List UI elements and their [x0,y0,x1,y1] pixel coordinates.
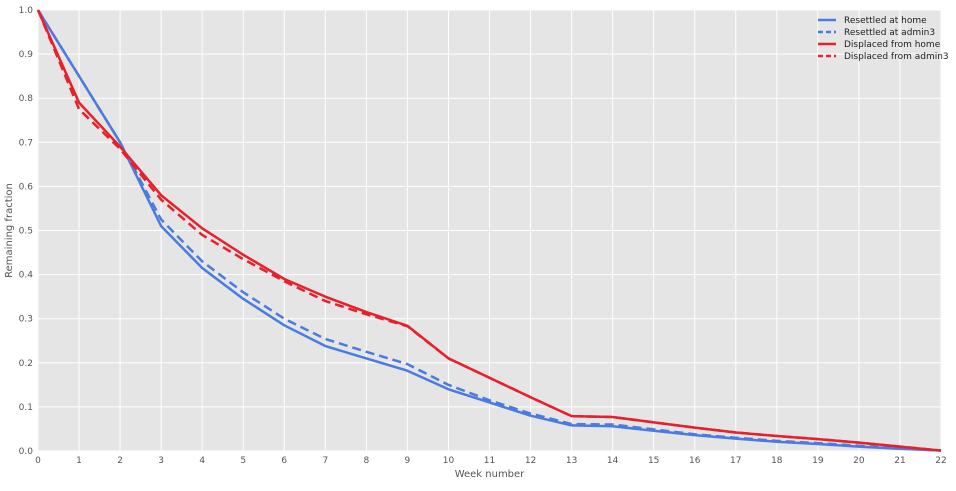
grid-lines [37,9,942,452]
x-tick-label: 14 [607,456,619,466]
y-tick-label: 0.6 [19,182,34,192]
y-tick-label: 0.7 [19,138,33,148]
x-tick-label: 1 [76,456,82,466]
x-tick-label: 6 [281,456,287,466]
legend: Resettled at home Resettled at admin3 Disp… [818,16,949,62]
x-axis-label: Week number [455,469,525,480]
series-line-2 [36,9,942,452]
legend-label: Displaced from admin3 [844,52,949,62]
y-tick-label: 0.8 [19,94,34,104]
legend-label: Displaced from home [844,40,941,50]
x-tick-label: 21 [894,456,905,466]
series-line-4 [36,9,942,452]
x-tick-label: 18 [771,456,783,466]
y-tick-label: 1.0 [19,6,34,16]
y-tick-label: 0.2 [19,359,33,369]
x-tick-label: 20 [853,456,865,466]
x-tick-label: 4 [199,456,205,466]
x-tick-label: 12 [525,456,536,466]
y-tick-label: 0.1 [19,403,33,413]
x-tick-label: 2 [117,456,123,466]
y-tick-label: 0.9 [19,50,34,60]
x-tick-label: 17 [730,456,741,466]
x-tick-label: 0 [35,456,41,466]
legend-label: Resettled at admin3 [844,28,935,38]
x-tick-label: 7 [322,456,328,466]
x-tick-label: 8 [363,456,369,466]
x-tick-label: 5 [240,456,246,466]
y-tick-label: 0.4 [19,271,34,281]
x-tick-label: 15 [648,456,659,466]
y-tick-label: 0.0 [19,447,34,457]
y-tick-label: 0.5 [19,227,33,237]
x-tick-label: 19 [812,456,824,466]
y-axis-ticks: 0.0 0.1 0.2 0.3 0.4 0.5 0.6 0.7 0.8 0.9 1.0 [19,6,34,457]
x-tick-label: 3 [158,456,164,466]
series-layer [36,9,942,452]
y-tick-label: 0.3 [19,315,33,325]
x-tick-label: 16 [689,456,701,466]
x-tick-label: 9 [405,456,411,466]
x-axis-ticks: 0 1 2 3 4 5 6 7 8 9 10 11 12 13 14 15 16 17 18 19 20 21 22 [35,456,947,466]
y-axis-label: Remaining fraction [4,183,15,278]
x-tick-label: 10 [443,456,455,466]
x-tick-label: 11 [484,456,495,466]
legend-label: Resettled at home [844,16,927,26]
x-tick-label: 22 [935,456,946,466]
x-tick-label: 13 [566,456,577,466]
